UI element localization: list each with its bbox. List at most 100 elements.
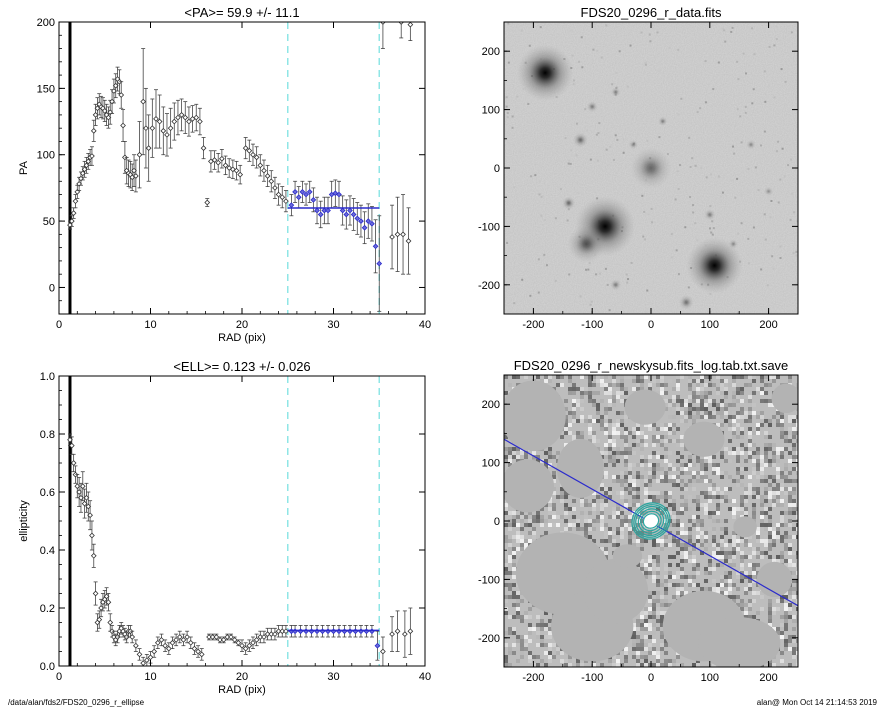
sky-pixel — [536, 631, 540, 635]
sky-pixel — [680, 587, 684, 591]
mask-region — [612, 544, 643, 568]
sky-pixel — [660, 539, 664, 543]
sky-pixel — [736, 595, 740, 599]
data-point — [136, 648, 143, 661]
sky-pixel — [768, 611, 772, 615]
sky-pixel — [732, 539, 736, 543]
diamond-marker — [292, 189, 298, 195]
sky-pixel — [524, 455, 528, 459]
sky-pixel — [728, 571, 732, 575]
sky-pixel — [788, 499, 792, 503]
sky-pixel — [516, 615, 520, 619]
sky-pixel — [532, 627, 536, 631]
noise-pixel — [600, 56, 603, 59]
sky-pixel — [580, 423, 584, 427]
sky-pixel — [608, 435, 612, 439]
sky-pixel — [712, 567, 716, 571]
sky-pixel — [708, 495, 712, 499]
sky-pixel — [768, 519, 772, 523]
sky-pixel — [656, 555, 660, 559]
sky-pixel — [660, 619, 664, 623]
noise-pixel — [572, 79, 575, 82]
sky-pixel — [788, 507, 792, 511]
sky-pixel — [720, 563, 724, 567]
sky-pixel — [612, 663, 616, 667]
sky-pixel — [584, 535, 588, 539]
sky-pixel — [728, 487, 732, 491]
sky-pixel — [596, 499, 600, 503]
sky-pixel — [792, 503, 796, 507]
sky-pixel — [600, 663, 604, 667]
sky-pixel — [592, 539, 596, 543]
sky-pixel — [604, 535, 608, 539]
data-point — [261, 630, 267, 644]
sky-pixel — [720, 495, 724, 499]
sky-pixel — [692, 539, 696, 543]
sky-pixel — [744, 467, 748, 471]
x-axis-label: RAD (pix) — [218, 332, 266, 344]
sky-pixel — [616, 663, 620, 667]
sky-pixel — [660, 387, 664, 391]
sky-pixel — [732, 479, 736, 483]
sky-pixel — [704, 579, 708, 583]
sky-pixel — [556, 651, 560, 655]
sky-pixel — [748, 535, 752, 539]
diamond-marker — [204, 199, 211, 206]
data-point — [303, 625, 309, 638]
sky-pixel — [636, 463, 640, 467]
sky-pixel — [520, 619, 524, 623]
sky-pixel — [744, 411, 748, 415]
data-point — [358, 204, 364, 238]
x-tick-label: 40 — [419, 671, 431, 683]
sky-pixel — [644, 507, 648, 511]
sky-pixel — [704, 383, 708, 387]
sky-pixel — [752, 495, 756, 499]
data-point — [242, 137, 249, 160]
sky-pixel — [712, 455, 716, 459]
sky-pixel — [616, 543, 620, 547]
data-point — [264, 627, 271, 641]
sky-pixel — [564, 415, 568, 419]
chart-title: FDS20_0296_r_data.fits — [581, 5, 722, 20]
sky-pixel — [676, 423, 680, 427]
sky-pixel — [568, 375, 572, 379]
sky-pixel — [784, 643, 788, 647]
data-point — [189, 105, 196, 133]
sky-pixel — [736, 603, 740, 607]
sky-pixel — [760, 387, 764, 391]
noise-pixel — [570, 149, 573, 152]
sky-pixel — [664, 455, 668, 459]
sky-pixel — [760, 499, 764, 503]
sky-pixel — [712, 463, 716, 467]
sky-pixel — [736, 463, 740, 467]
noise-pixel — [775, 25, 778, 28]
sky-pixel — [540, 623, 544, 627]
data-point — [369, 206, 375, 242]
sky-pixel — [672, 399, 676, 403]
sky-pixel — [756, 455, 760, 459]
sky-pixel — [668, 583, 672, 587]
sky-pixel — [564, 491, 568, 495]
sky-pixel — [564, 423, 568, 427]
sky-pixel — [732, 391, 736, 395]
sky-pixel — [660, 491, 664, 495]
sky-pixel — [796, 607, 798, 611]
sky-pixel — [740, 391, 744, 395]
diamond-marker — [158, 637, 165, 643]
sky-pixel — [664, 591, 668, 595]
diamond-marker — [389, 234, 395, 240]
sky-pixel — [768, 607, 772, 611]
sky-pixel — [732, 599, 736, 603]
sky-pixel — [796, 591, 798, 595]
sky-pixel — [524, 635, 528, 639]
sky-pixel — [592, 439, 596, 443]
noise-pixel — [740, 222, 743, 225]
noise-pixel — [783, 175, 786, 178]
sky-pixel — [604, 411, 608, 415]
data-point — [89, 520, 95, 551]
noise-pixel — [537, 258, 540, 261]
sky-pixel — [608, 659, 612, 663]
sky-pixel — [644, 459, 648, 463]
sky-pixel — [752, 463, 756, 467]
sky-pixel — [564, 399, 568, 403]
